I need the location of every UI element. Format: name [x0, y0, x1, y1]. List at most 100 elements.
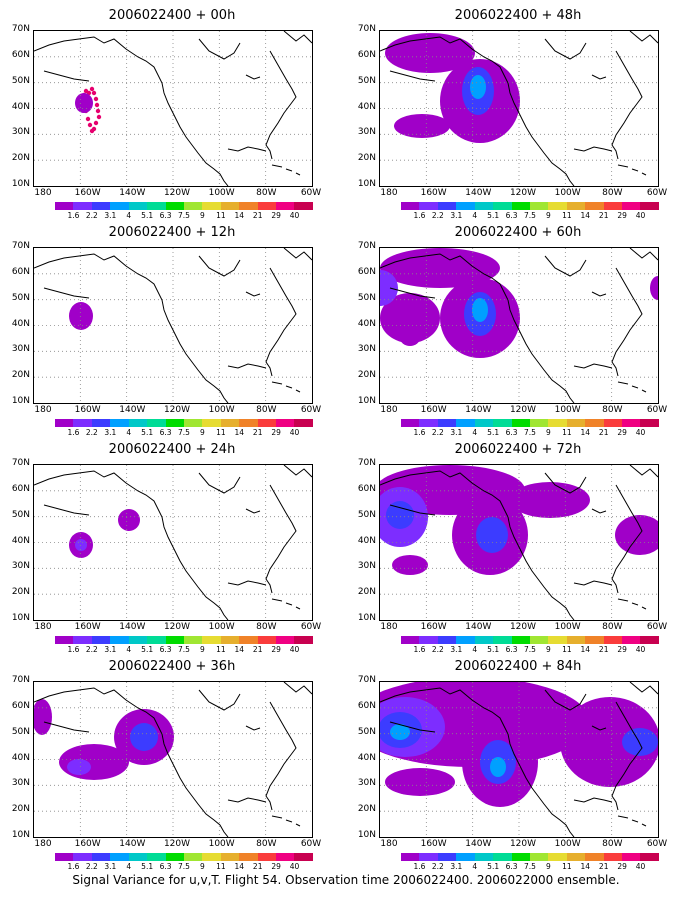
- colorbar-swatch: [437, 202, 457, 210]
- colorbar-swatch: [220, 853, 240, 861]
- lon-tick-label: 140W: [119, 622, 146, 632]
- coastline: [591, 291, 607, 297]
- lat-tick-label: 70N: [11, 458, 30, 468]
- colorbar-swatch: [474, 853, 494, 861]
- observation-point: [87, 122, 93, 128]
- colorbar-label: 5.1: [141, 211, 154, 220]
- colorbar-swatch: [401, 636, 420, 644]
- coastline: [591, 508, 607, 514]
- variance-contour: [380, 270, 398, 306]
- map-panel: [379, 464, 659, 621]
- coastline: [265, 50, 297, 160]
- lat-tick-label: 20N: [11, 370, 30, 381]
- colorbar-label: 6.3: [505, 645, 518, 654]
- coastline: [271, 164, 301, 176]
- coastline: [629, 682, 658, 695]
- lon-tick-label: 80W: [602, 188, 623, 198]
- variance-contour: [385, 768, 455, 796]
- colorbar-label: 3.1: [450, 862, 463, 871]
- variance-contour: [650, 276, 658, 300]
- map-svg: [34, 682, 312, 837]
- colorbar-label: 21: [252, 862, 263, 871]
- coastline: [283, 682, 312, 695]
- coastline: [265, 267, 297, 377]
- colorbar-label: 4: [126, 211, 132, 220]
- lat-tick-label: 10N: [357, 396, 376, 406]
- lat-tick-label: 40N: [357, 318, 376, 329]
- lon-tick-label: 100W: [208, 839, 235, 849]
- colorbar-swatch: [276, 202, 295, 210]
- colorbar-swatch: [566, 636, 586, 644]
- coastline: [227, 797, 267, 803]
- colorbar-label: 7.5: [524, 645, 536, 654]
- coastline: [34, 470, 229, 620]
- map-svg: [34, 465, 312, 620]
- colorbar-swatch: [474, 419, 494, 427]
- colorbar-swatch: [73, 853, 92, 861]
- lon-tick-label: 100W: [208, 188, 235, 198]
- colorbar-swatch: [511, 636, 530, 644]
- colorbar-swatch: [529, 636, 549, 644]
- coastline: [34, 36, 229, 186]
- coastline: [271, 598, 301, 610]
- colorbar-swatch: [566, 419, 586, 427]
- lat-tick-label: 40N: [11, 318, 30, 329]
- lon-tick-label: 120W: [163, 839, 191, 849]
- colorbar-swatch: [294, 419, 313, 427]
- colorbar-swatch: [419, 419, 438, 427]
- coastline: [380, 36, 575, 186]
- colorbar-label: 40: [289, 428, 300, 437]
- variance-contour: [75, 93, 93, 113]
- lat-tick-label: 30N: [357, 778, 376, 789]
- lon-tick-label: 80W: [602, 839, 623, 849]
- colorbar-swatch: [622, 636, 641, 644]
- colorbar-label: 2.2: [431, 428, 444, 437]
- lon-tick-label: 180: [34, 188, 52, 198]
- colorbar-swatch: [220, 202, 240, 210]
- coastline: [265, 701, 297, 811]
- colorbar-label: 7.5: [178, 862, 190, 871]
- lon-tick-label: 140W: [119, 405, 146, 415]
- colorbar-swatch: [548, 202, 567, 210]
- lon-tick-label: 160W: [420, 622, 447, 632]
- colorbar-label: 5.1: [141, 645, 154, 654]
- colorbar-label: 4: [472, 862, 478, 871]
- lon-tick-label: 120W: [509, 622, 537, 632]
- coastline: [198, 689, 241, 711]
- colorbar-swatch: [257, 636, 277, 644]
- variance-contour: [118, 509, 140, 531]
- lat-tick-label: 70N: [11, 24, 30, 34]
- colorbar-label: 1.6: [413, 428, 426, 437]
- lat-tick-label: 40N: [357, 101, 376, 112]
- variance-contour: [380, 293, 440, 343]
- colorbar-swatch: [511, 419, 530, 427]
- lon-tick-label: 180: [34, 839, 52, 849]
- coastline: [389, 721, 436, 733]
- colorbar-label: 3.1: [104, 645, 117, 654]
- colorbar-swatch: [493, 419, 512, 427]
- colorbar-swatch: [493, 853, 512, 861]
- lon-tick-label: 160W: [420, 839, 447, 849]
- colorbar-swatch: [73, 419, 92, 427]
- colorbar-label: 1.6: [67, 428, 80, 437]
- colorbar-swatch: [239, 419, 258, 427]
- lat-tick-label: 50N: [357, 509, 376, 520]
- colorbar-label: 2.2: [85, 645, 98, 654]
- observation-point: [89, 86, 95, 92]
- coastline: [271, 815, 301, 827]
- colorbar-swatch: [128, 202, 148, 210]
- colorbar-swatch: [493, 202, 512, 210]
- variance-contour: [386, 501, 414, 529]
- colorbar-label: 29: [271, 428, 281, 437]
- coastline: [198, 255, 241, 277]
- coastline: [591, 725, 607, 731]
- colorbar-label: 5.1: [141, 862, 154, 871]
- colorbar-swatch: [257, 853, 277, 861]
- colorbar-swatch: [147, 419, 166, 427]
- lon-tick-label: 160W: [74, 188, 101, 198]
- lat-tick-label: 30N: [11, 778, 30, 789]
- colorbar-label: 1.6: [67, 645, 80, 654]
- colorbar-label: 21: [252, 211, 263, 220]
- colorbar-swatch: [456, 202, 475, 210]
- colorbar-swatch: [91, 419, 111, 427]
